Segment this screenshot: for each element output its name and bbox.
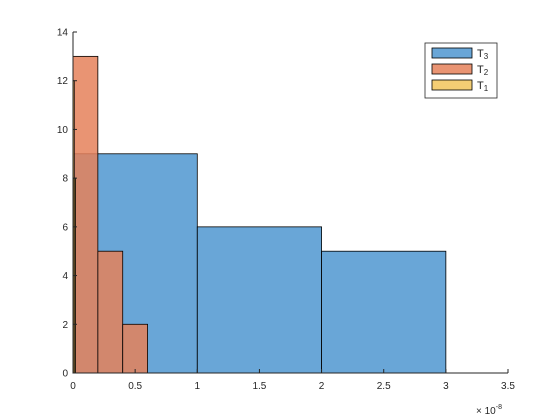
legend-label-base: T	[477, 48, 484, 60]
bar-t2-bin-2	[97, 250, 124, 374]
legend-label-base: T	[477, 64, 484, 76]
x-tick-label: 2	[319, 381, 325, 392]
y-tick-label: 6	[62, 222, 68, 233]
bar-t2-bin-1	[72, 55, 99, 374]
legend-swatch-t3	[431, 47, 473, 59]
legend-label-base: T	[477, 80, 484, 92]
x-exponent-power: -8	[496, 404, 502, 411]
legend-label-t2: T2	[477, 64, 489, 77]
legend-swatch-t2	[431, 63, 473, 75]
y-tick-label: 14	[57, 28, 69, 39]
legend-swatch-t1	[431, 79, 473, 91]
y-tick-label: 10	[57, 125, 69, 136]
legend-label-sub: 1	[484, 84, 489, 93]
bar-t3-bin-3	[321, 250, 447, 374]
x-tick-label: 2.5	[377, 381, 391, 392]
legend-label-t3: T3	[477, 48, 489, 61]
axes-layer	[72, 32, 508, 374]
legend-label-sub: 3	[484, 52, 489, 61]
x-tick-label: 0.5	[128, 381, 142, 392]
y-tick-label: 12	[57, 76, 69, 87]
x-exponent-label: × 10-8	[476, 404, 502, 417]
legend-label-sub: 2	[484, 68, 489, 77]
bars-layer	[72, 55, 447, 374]
bar-t2-bin-3	[122, 323, 148, 374]
y-tick-label: 0	[62, 369, 68, 380]
x-tick-label: 0	[70, 381, 76, 392]
y-tick-label: 8	[62, 174, 68, 185]
y-tick-label: 4	[62, 271, 68, 282]
x-tick-label: 1	[195, 381, 201, 392]
x-tick-label: 1.5	[252, 381, 266, 392]
legend-label-t1: T1	[477, 80, 489, 93]
bar-t3-bin-2	[196, 226, 322, 374]
y-tick-label: 2	[62, 320, 68, 331]
x-tick-label: 3.5	[501, 381, 515, 392]
x-tick-label: 3	[443, 381, 449, 392]
